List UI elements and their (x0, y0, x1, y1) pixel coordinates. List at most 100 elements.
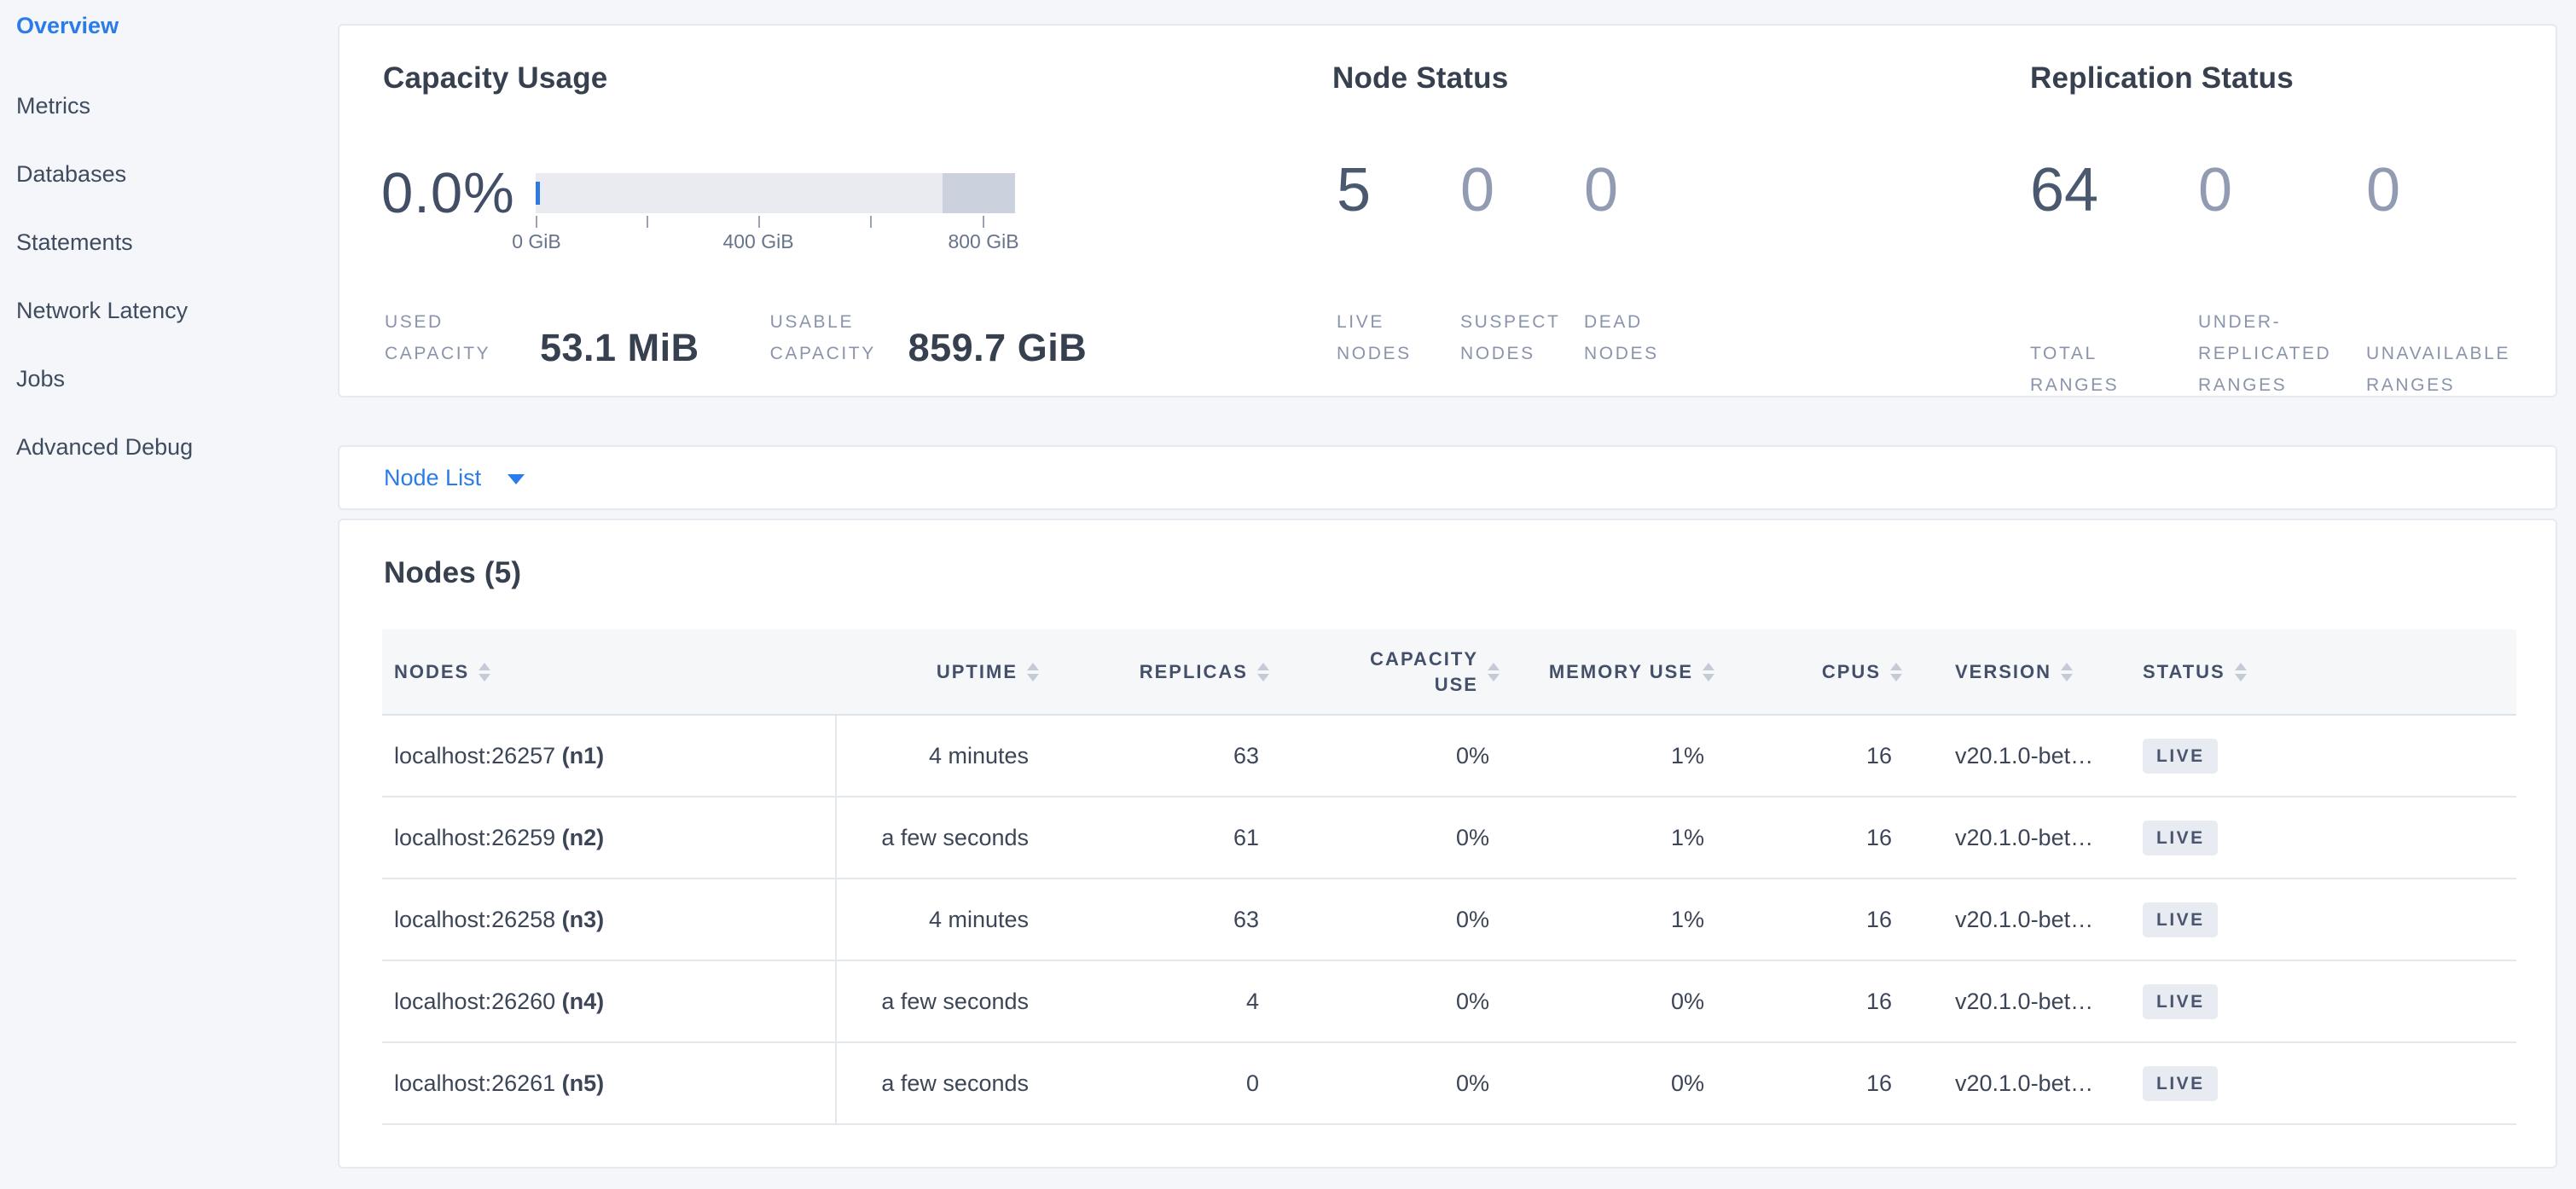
sidebar-nav: Overview Metrics Databases Statements Ne… (0, 0, 338, 481)
cpus-cell: 16 (1716, 879, 1904, 961)
axis-label-0: 0 GiB (512, 230, 561, 252)
cpus-cell: 16 (1716, 1042, 1904, 1125)
capacity-bar-track (536, 173, 1015, 213)
sort-icon (1703, 662, 1714, 682)
column-header-capacity-use[interactable]: CAPACITY USE (1271, 629, 1501, 716)
nodes-card: Nodes (5) NODES UPTIME (338, 519, 2557, 1169)
node-address-cell: localhost:26257 (n1) (382, 715, 837, 798)
column-header-nodes[interactable]: NODES (382, 629, 836, 716)
suspect-nodes-count: 0 (1460, 156, 1495, 224)
status-cell: LIVE (2117, 797, 2516, 879)
nodes-section-title: Nodes (5) (384, 556, 522, 589)
usable-capacity-stat: USABLE CAPACITY 859.7 GiB (770, 307, 1088, 370)
node-id: (n5) (561, 1070, 605, 1096)
column-label: MEMORY USE (1548, 660, 1693, 682)
replicas-cell: 4 (1041, 960, 1271, 1043)
usable-capacity-label: USABLE CAPACITY (769, 312, 876, 363)
status-badge: LIVE (2143, 902, 2218, 937)
column-header-uptime[interactable]: UPTIME (836, 629, 1041, 716)
capacity-use-cell: 0% (1271, 797, 1501, 879)
sidebar-item-metrics[interactable]: Metrics (16, 92, 90, 119)
column-header-status[interactable]: STATUS (2117, 629, 2516, 716)
table-header-row: NODES UPTIME REPLICAS CAPACITY USE MEMOR (382, 629, 2516, 716)
table-row[interactable]: localhost:26257 (n1) 4 minutes 63 0% 1% … (382, 715, 2516, 798)
memory-use-cell: 1% (1501, 879, 1716, 961)
sidebar-item-network-latency[interactable]: Network Latency (16, 297, 189, 323)
node-status-title: Node Status (1332, 61, 1509, 95)
capacity-usage-chart: 0 GiB 400 GiB 800 GiB (512, 173, 1019, 254)
status-cell: LIVE (2117, 1042, 2516, 1125)
sidebar-item-databases[interactable]: Databases (16, 160, 127, 187)
chevron-down-icon (508, 474, 525, 484)
column-label: STATUS (2143, 660, 2225, 682)
table-row[interactable]: localhost:26258 (n3) 4 minutes 63 0% 1% … (382, 879, 2516, 961)
node-status-numbers: 5 0 0 (1337, 155, 1708, 225)
sidebar: Overview Metrics Databases Statements Ne… (0, 0, 338, 481)
uptime-cell: a few seconds (836, 797, 1041, 879)
replicas-cell: 0 (1041, 1042, 1271, 1125)
sort-icon (1488, 662, 1500, 682)
memory-use-cell: 1% (1501, 797, 1716, 879)
column-label: CAPACITY USE (1370, 647, 1478, 695)
cpus-cell: 16 (1716, 715, 1904, 798)
column-header-cpus[interactable]: CPUS (1716, 629, 1904, 716)
column-header-replicas[interactable]: REPLICAS (1041, 629, 1271, 716)
capacity-use-cell: 0% (1271, 715, 1501, 798)
column-header-memory-use[interactable]: MEMORY USE (1501, 629, 1716, 716)
used-capacity-value: 53.1 MiB (540, 325, 699, 369)
dead-nodes-label: DEAD NODES (1584, 312, 1659, 363)
sidebar-item-overview[interactable]: Overview (16, 12, 119, 38)
sort-icon (479, 662, 491, 682)
capacity-use-cell: 0% (1271, 1042, 1501, 1125)
sidebar-item-advanced-debug[interactable]: Advanced Debug (16, 433, 194, 460)
status-cell: LIVE (2117, 960, 2516, 1043)
replicas-cell: 63 (1041, 715, 1271, 798)
uptime-cell: 4 minutes (836, 715, 1041, 798)
replicas-cell: 61 (1041, 797, 1271, 879)
table-row[interactable]: localhost:26259 (n2) a few seconds 61 0%… (382, 797, 2516, 879)
nodes-table-body: localhost:26257 (n1) 4 minutes 63 0% 1% … (382, 715, 2516, 1125)
version-cell: v20.1.0-bet… (1904, 879, 2117, 961)
memory-use-cell: 0% (1501, 1042, 1716, 1125)
table-row[interactable]: localhost:26261 (n5) a few seconds 0 0% … (382, 1042, 2516, 1125)
under-replicated-ranges-label: UNDER-REPLICATED RANGES (2198, 312, 2332, 395)
uptime-cell: a few seconds (836, 960, 1041, 1043)
dead-nodes-count: 0 (1584, 156, 1619, 224)
suspect-nodes-label: SUSPECT NODES (1460, 312, 1561, 363)
node-list-bar: Node List (338, 445, 2557, 510)
nodes-table-wrap: NODES UPTIME REPLICAS CAPACITY USE MEMOR (382, 629, 2516, 1125)
capacity-axis-labels: 0 GiB 400 GiB 800 GiB (512, 229, 1019, 254)
node-address-cell: localhost:26259 (n2) (382, 797, 837, 879)
node-list-dropdown-label: Node List (384, 464, 482, 490)
cluster-summary-card: Capacity Usage 0.0% 0 GiB 400 GiB 800 Gi… (338, 24, 2557, 397)
column-header-version[interactable]: VERSION (1904, 629, 2117, 716)
capacity-bar-dark-segment (943, 173, 1015, 213)
capacity-usage-title: Capacity Usage (383, 61, 608, 95)
unavailable-ranges-label: UNAVAILABLE RANGES (2366, 343, 2511, 395)
node-id: (n2) (561, 824, 605, 850)
status-cell: LIVE (2117, 715, 2516, 798)
status-badge: LIVE (2143, 1065, 2218, 1101)
replicas-cell: 63 (1041, 879, 1271, 961)
node-address-cell: localhost:26260 (n4) (382, 960, 837, 1043)
node-list-dropdown[interactable]: Node List (384, 465, 525, 491)
capacity-use-cell: 0% (1271, 879, 1501, 961)
axis-label-800: 800 GiB (948, 230, 1019, 252)
under-replicated-ranges-count: 0 (2198, 156, 2233, 224)
replication-status-title: Replication Status (2030, 61, 2294, 95)
sidebar-item-jobs[interactable]: Jobs (16, 365, 66, 392)
sort-icon (2234, 662, 2247, 682)
capacity-axis-ticks (536, 213, 1015, 229)
capacity-use-cell: 0% (1271, 960, 1501, 1043)
total-ranges-label: TOTAL RANGES (2030, 343, 2120, 395)
used-capacity-label: USED CAPACITY (385, 312, 491, 363)
sort-icon (1027, 662, 1039, 682)
sidebar-item-statements[interactable]: Statements (16, 229, 133, 255)
uptime-cell: 4 minutes (836, 879, 1041, 961)
node-id: (n4) (561, 988, 605, 1014)
live-nodes-label: LIVE NODES (1337, 312, 1412, 363)
table-row[interactable]: localhost:26260 (n4) a few seconds 4 0% … (382, 960, 2516, 1043)
capacity-percent: 0.0% (381, 161, 515, 225)
total-ranges-count: 64 (2030, 156, 2099, 224)
version-cell: v20.1.0-bet… (1904, 797, 2117, 879)
